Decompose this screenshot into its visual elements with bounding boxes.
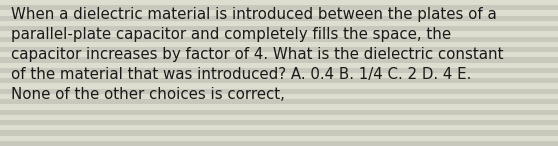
Bar [0, 125, 558, 130]
Bar [0, 68, 558, 73]
Bar [0, 104, 558, 110]
Bar [0, 63, 558, 68]
Bar [0, 26, 558, 31]
Bar [0, 78, 558, 83]
Bar [0, 89, 558, 94]
Bar [0, 83, 558, 89]
Bar [0, 16, 558, 21]
Bar [0, 10, 558, 16]
Bar [0, 136, 558, 141]
Bar [0, 36, 558, 42]
Bar [0, 130, 558, 136]
Bar [0, 57, 558, 63]
Bar [0, 21, 558, 26]
Bar [0, 52, 558, 57]
Bar [0, 110, 558, 115]
Bar [0, 47, 558, 52]
Bar [0, 94, 558, 99]
Text: When a dielectric material is introduced between the plates of a
parallel-plate : When a dielectric material is introduced… [11, 7, 504, 102]
Bar [0, 5, 558, 10]
Bar [0, 42, 558, 47]
Bar [0, 120, 558, 125]
Bar [0, 99, 558, 104]
Bar [0, 115, 558, 120]
Bar [0, 73, 558, 78]
Bar [0, 141, 558, 146]
Bar [0, 31, 558, 36]
Bar [0, 0, 558, 5]
